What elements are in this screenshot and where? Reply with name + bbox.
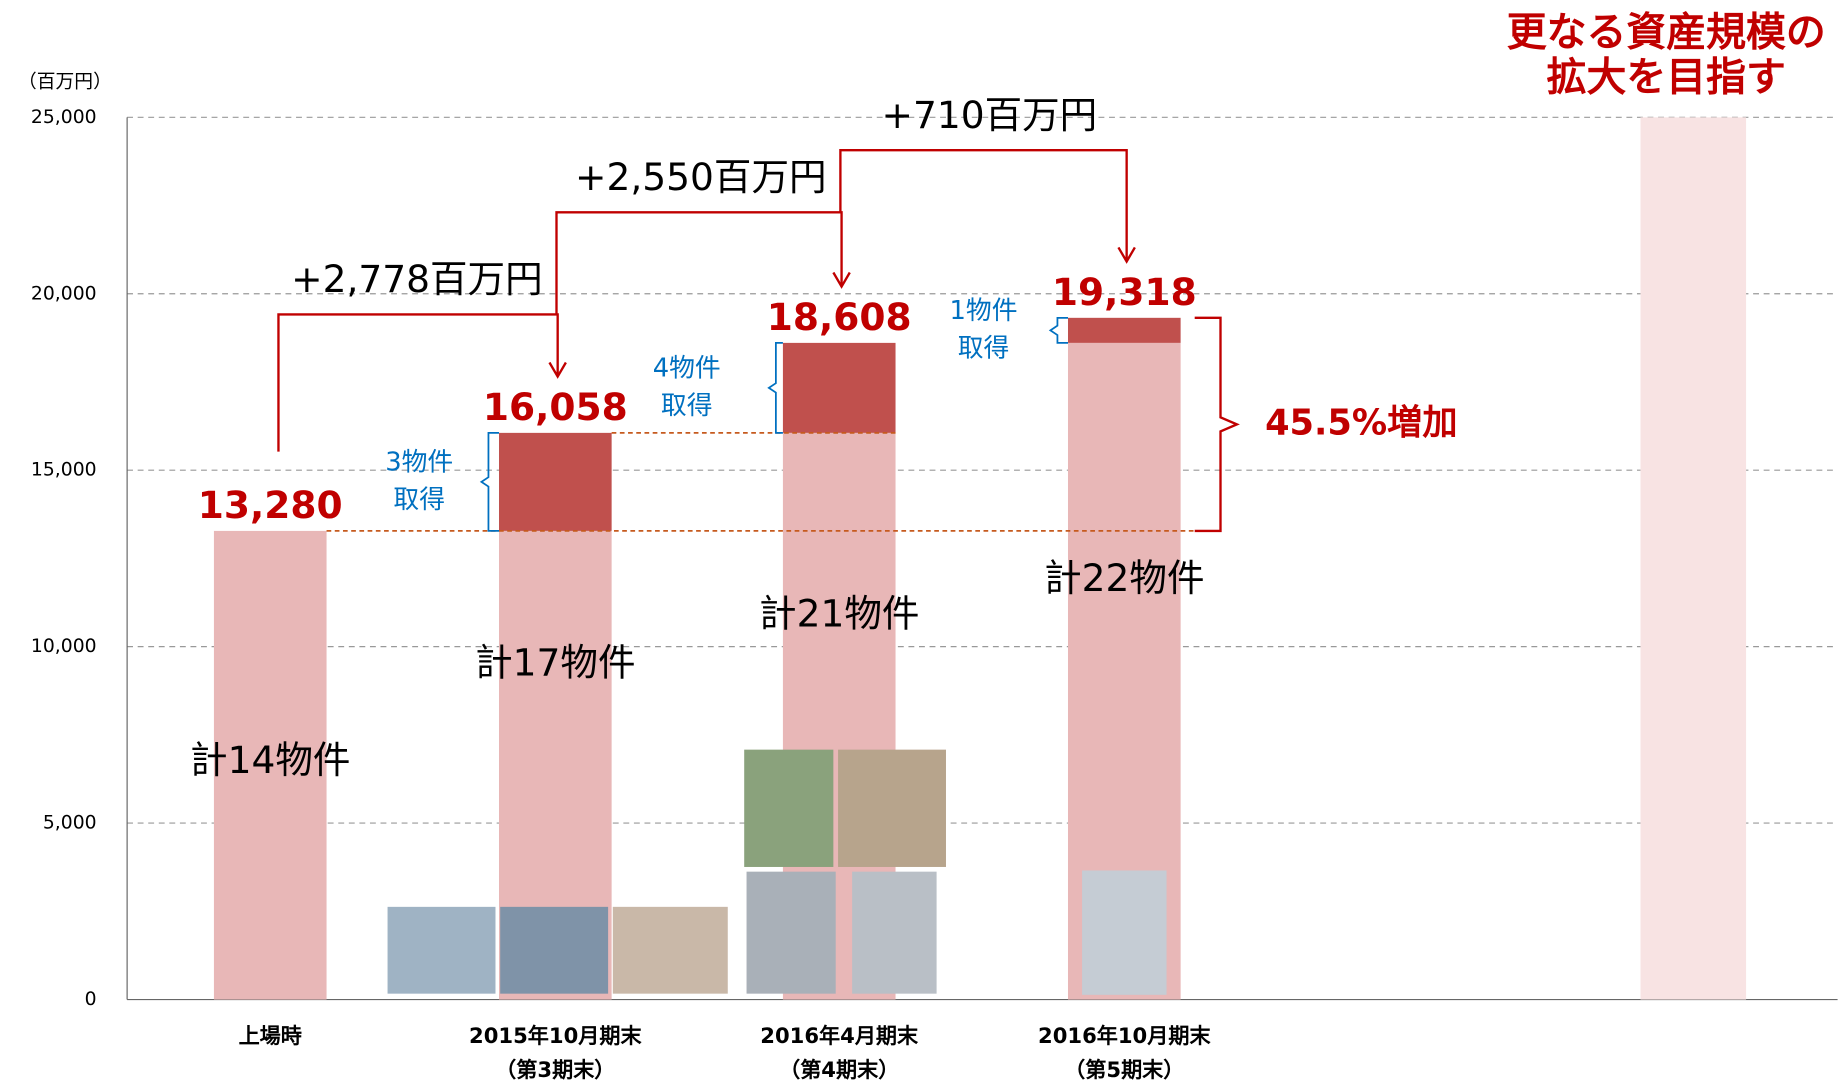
increment-label: +2,550百万円 bbox=[575, 155, 827, 199]
bracket bbox=[1048, 316, 1068, 344]
y-tick-label: 10,000 bbox=[31, 636, 97, 657]
x-tick-label: 2016年4月期末 bbox=[760, 1023, 919, 1048]
increment-arrow bbox=[555, 211, 843, 315]
photo bbox=[852, 871, 937, 994]
photo bbox=[746, 871, 836, 994]
x-tick-sublabel: （第5期末） bbox=[1064, 1057, 1184, 1082]
y-tick-label: 20,000 bbox=[31, 283, 97, 304]
photos bbox=[387, 749, 1167, 995]
bracket bbox=[479, 431, 500, 532]
x-tick-sublabel: （第4期末） bbox=[779, 1057, 899, 1082]
total-label: 16,058 bbox=[483, 385, 628, 429]
bracket bbox=[767, 342, 783, 434]
y-tick-label: 0 bbox=[85, 989, 97, 1010]
bar bbox=[782, 342, 896, 433]
count-label: 計14物件 bbox=[190, 738, 350, 782]
photo bbox=[500, 906, 609, 994]
acquisition-note: 取得 bbox=[958, 334, 1010, 364]
bar bbox=[499, 432, 612, 531]
count-label: 計22物件 bbox=[1044, 556, 1204, 600]
y-tick-label: 15,000 bbox=[31, 460, 97, 481]
arrow-head bbox=[832, 271, 851, 289]
x-tick-sublabel: （第3期末） bbox=[495, 1057, 615, 1082]
increment-arrow bbox=[277, 313, 559, 452]
total-label: 13,280 bbox=[198, 483, 343, 527]
chart-title: 更なる資産規模の bbox=[1507, 10, 1826, 56]
x-tick-label: 上場時 bbox=[239, 1023, 302, 1048]
acquisition-note: 取得 bbox=[661, 391, 713, 421]
photo bbox=[387, 906, 496, 994]
unit-label: （百万円） bbox=[18, 71, 112, 93]
increment-arrow bbox=[839, 148, 1128, 262]
arrow-head bbox=[548, 361, 567, 379]
growth-label: 45.5%増加 bbox=[1265, 402, 1457, 443]
count-label: 計17物件 bbox=[475, 641, 635, 685]
increment-label: +710百万円 bbox=[882, 93, 1098, 137]
arrow-head bbox=[1117, 246, 1136, 264]
increment-label: +2,778百万円 bbox=[291, 257, 542, 301]
acquisition-note: 4物件 bbox=[653, 354, 721, 384]
bar bbox=[213, 530, 327, 1000]
total-label: 19,318 bbox=[1052, 270, 1197, 314]
count-label: 計21物件 bbox=[759, 591, 919, 635]
y-tick-label: 25,000 bbox=[31, 107, 97, 128]
photo bbox=[744, 749, 834, 867]
x-tick-label: 2016年10月期末 bbox=[1038, 1023, 1211, 1048]
photo bbox=[1082, 870, 1167, 995]
bar bbox=[1067, 317, 1181, 343]
x-tick-label: 2015年10月期末 bbox=[469, 1023, 642, 1048]
y-tick-label: 5,000 bbox=[43, 813, 97, 834]
bar bbox=[1640, 117, 1747, 1000]
acquisition-note: 1物件 bbox=[950, 296, 1018, 326]
growth-bracket bbox=[1194, 316, 1240, 533]
photo bbox=[838, 749, 946, 867]
chart-title: 拡大を目指す bbox=[1547, 54, 1786, 100]
photo bbox=[612, 906, 728, 994]
acquisition-note: 3物件 bbox=[385, 448, 453, 478]
total-label: 18,608 bbox=[767, 295, 912, 339]
acquisition-note: 取得 bbox=[393, 485, 445, 515]
